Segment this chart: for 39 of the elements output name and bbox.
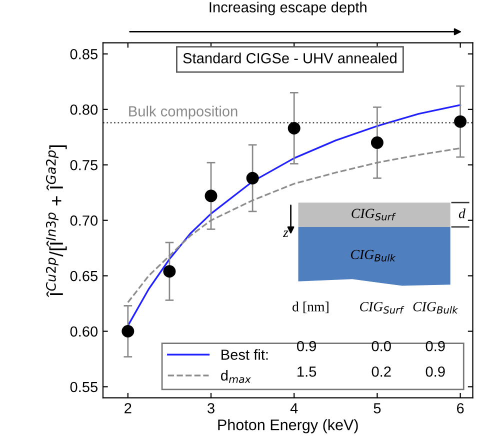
x-tick-label: 2 (124, 403, 132, 414)
legend-label: Best fit: (222, 349, 268, 360)
y-tick-label: 0.70 (70, 215, 98, 226)
y-tick-label: 0.85 (70, 49, 98, 60)
annotation: CIG$_{Bulk}$ (350, 250, 396, 262)
annotation: Standard CIGSe - UHV annealed (183, 52, 396, 64)
point (246, 172, 259, 184)
y-tick-label: 0.80 (70, 104, 98, 115)
x-axis-title: Photon Energy (keV) (218, 419, 358, 434)
x-tick-label: 3 (208, 403, 214, 414)
annotation: d (458, 208, 466, 218)
annotation: 0.2 (372, 366, 391, 377)
y-tick-label: 0.55 (70, 382, 98, 392)
annotation: d [nm] (292, 302, 328, 314)
annotation: CIG$_{Surf}$ (360, 302, 404, 314)
annotation: z (282, 230, 288, 237)
x-tick-label: 6 (456, 403, 464, 414)
point (163, 265, 176, 278)
point (288, 122, 300, 134)
point (204, 190, 218, 202)
annotation: CIG$_{Bulk}$ (413, 302, 458, 314)
y-tick-label: 0.60 (70, 326, 98, 337)
ref-line-label: Bulk composition (129, 106, 238, 120)
chart-title: Increasing escape depth (210, 2, 366, 16)
legend-label: d$_{max}$ (220, 370, 251, 384)
annotation: 0.9 (426, 340, 445, 352)
annotation: 0.0 (372, 340, 391, 352)
y-tick-label: 0.65 (70, 270, 98, 282)
point (122, 325, 134, 338)
annotation: CIG$_{Surf}$ (352, 208, 396, 220)
point (370, 136, 384, 149)
y-axis-title: Î$^{Cu2p}$/[Î$^{In3p}$ + Î$^{Ga2p}$] (46, 145, 67, 298)
point (454, 115, 467, 128)
annotation: 0.9 (297, 340, 316, 352)
x-tick-label: 5 (374, 403, 381, 414)
y-tick-label: 0.75 (70, 160, 98, 170)
annotation: 1.5 (298, 366, 316, 377)
annotation: 0.9 (426, 366, 445, 377)
x-tick-label: 4 (290, 403, 298, 414)
